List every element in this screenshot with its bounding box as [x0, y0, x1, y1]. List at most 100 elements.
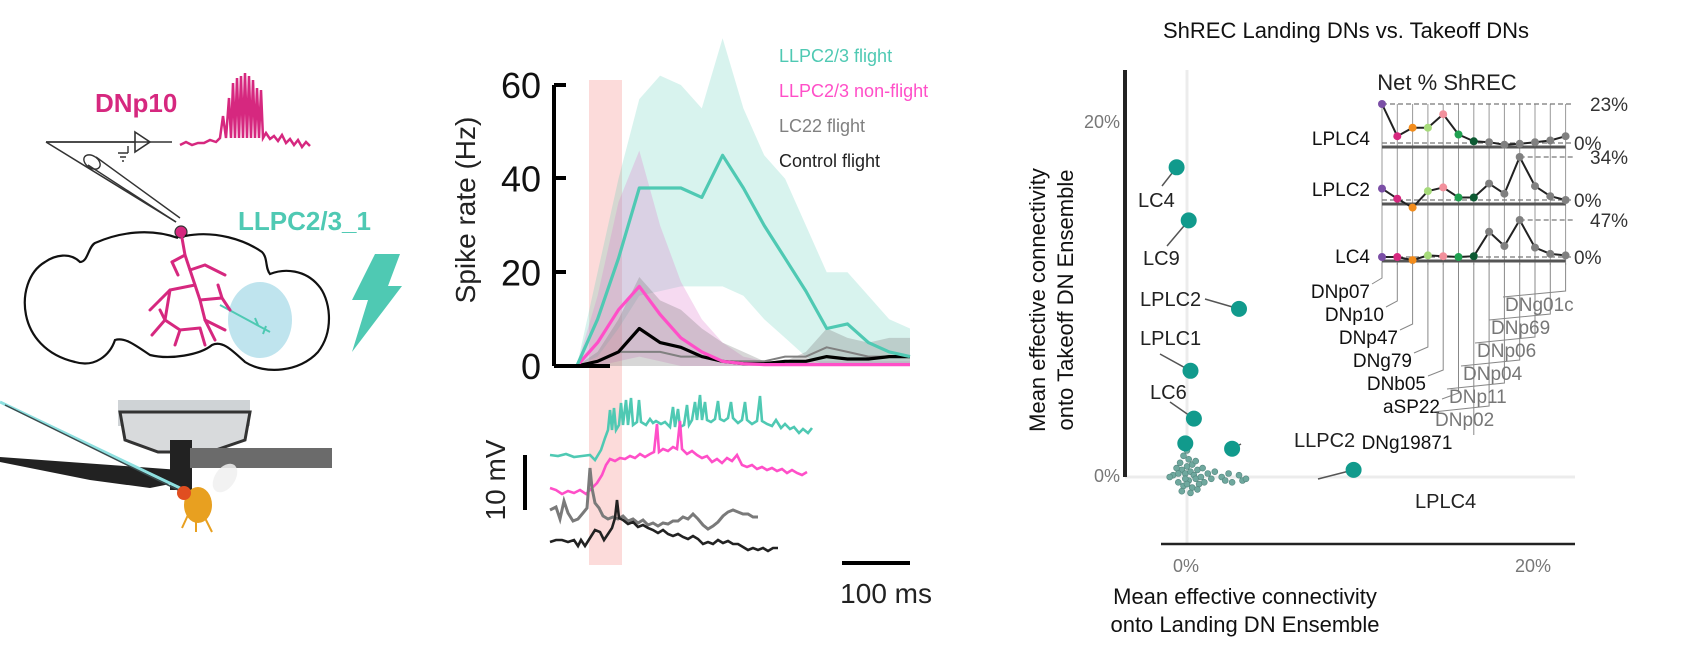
lightning-bolt-icon: [352, 254, 402, 352]
dn-label: DNg79: [1353, 351, 1412, 372]
small-point: [1204, 470, 1212, 477]
row-point: [1408, 256, 1417, 265]
row-point: [1469, 193, 1478, 202]
small-point: [1185, 455, 1192, 463]
inset-row-lplc2: LPLC2 34% 0%: [1312, 148, 1628, 212]
dn-label: DNp06: [1477, 341, 1536, 362]
row-point: [1378, 253, 1386, 261]
trace-llpc-flight: [549, 394, 814, 463]
small-point: [1175, 478, 1182, 486]
row-max-label: 47%: [1590, 211, 1628, 232]
y-tick-20: 20%: [1084, 112, 1120, 132]
small-point: [1183, 480, 1191, 488]
row-point: [1561, 251, 1570, 260]
trace-llpc-nonflight: [549, 420, 808, 496]
point-label: LPLC1: [1140, 328, 1201, 350]
dn-label: DNp07: [1311, 282, 1370, 303]
amplifier-icon: [45, 130, 177, 223]
row-point: [1393, 253, 1402, 261]
y-axis: [552, 83, 610, 368]
row-point: [1393, 194, 1402, 203]
scatter-x-label-line1: Mean effective connectivity: [1113, 584, 1377, 609]
series-line-0: [556, 153, 911, 368]
small-point: [1175, 470, 1182, 477]
confidence-bands: [556, 38, 910, 366]
dn-label: DNp10: [1325, 305, 1384, 326]
legend-entry: LLPC2/3 flight: [779, 46, 892, 66]
small-point: [1201, 478, 1208, 486]
labeled-point: [1182, 362, 1199, 379]
row-label: LPLC4: [1312, 129, 1371, 150]
row-point: [1439, 183, 1448, 192]
membrane-traces: 10 mV 100 ms: [480, 394, 932, 609]
dn-leader-line: [1441, 263, 1459, 400]
dn-label: aSP22: [1383, 397, 1440, 418]
row-zero-label: 0%: [1574, 134, 1602, 155]
dn-leader-line: [1488, 263, 1551, 321]
band-1: [556, 150, 910, 366]
scatter-y-label-line2: onto Takeoff DN Ensemble: [1053, 170, 1078, 431]
y-tick-0: 0%: [1094, 466, 1120, 486]
unlabeled-points: [1166, 447, 1250, 497]
inset-row-lc4: LC4 47% 0%: [1335, 211, 1628, 269]
ground-icon: [118, 146, 129, 162]
row-point: [1469, 252, 1478, 261]
trace-control-flight: [549, 499, 778, 553]
dn-label: DNp02: [1435, 410, 1494, 431]
small-point: [1199, 464, 1206, 472]
legend-entry: LC22 flight: [779, 116, 865, 136]
small-point: [1180, 452, 1187, 460]
x-tick-20: 20%: [1515, 556, 1551, 576]
shrec-scatter-chart: ShREC Landing DNs vs. Takeoff DNs 20% 0%…: [1025, 18, 1575, 637]
row-point: [1500, 140, 1509, 149]
point-label: LC9: [1143, 248, 1180, 270]
row-zero-label: 0%: [1574, 191, 1602, 212]
dn-leader-line: [1432, 263, 1490, 413]
row-point: [1454, 130, 1463, 139]
brain-outline-icon: [23, 231, 331, 371]
legend: LLPC2/3 flight LLPC2/3 non-flight LC22 fli…: [779, 46, 928, 171]
row-point: [1561, 196, 1570, 204]
lobula-plate-region: [228, 282, 292, 358]
fly-icon: [184, 487, 212, 523]
dn-leader-line: [1385, 263, 1398, 308]
row-point: [1500, 189, 1509, 198]
row-point: [1546, 136, 1555, 145]
dn-leader-line: [1371, 263, 1383, 285]
row-point: [1454, 253, 1463, 261]
dn-label: DNp04: [1463, 364, 1523, 385]
row-point: [1500, 242, 1509, 250]
dn-leader-line: [1427, 263, 1444, 377]
row-point: [1515, 139, 1524, 148]
row-point: [1423, 187, 1432, 196]
legend-entry: LLPC2/3 non-flight: [779, 81, 928, 101]
labeled-point: [1185, 410, 1202, 427]
y-tick-label: 0: [521, 346, 541, 387]
small-point: [1176, 459, 1184, 467]
scatter-y-label-line1: Mean effective connectivity: [1025, 168, 1050, 432]
voltage-scale-label: 10 mV: [480, 439, 511, 520]
point-label: LPLC4: [1415, 491, 1476, 513]
small-point: [1235, 471, 1243, 479]
small-point: [1221, 477, 1229, 484]
dn-leader-line: [1502, 263, 1567, 298]
y-tick-label: 20: [501, 252, 541, 293]
x-tick-0: 0%: [1173, 556, 1199, 576]
dn-label: DNp69: [1491, 318, 1550, 339]
row-point: [1408, 123, 1417, 132]
row-point: [1546, 192, 1555, 201]
labeled-point: [1180, 212, 1197, 229]
point-label: LC6: [1150, 382, 1187, 404]
y-tick-labels: 0 20 40 60: [501, 65, 541, 387]
small-point: [1178, 487, 1186, 495]
small-point: [1192, 457, 1199, 465]
row-point: [1439, 110, 1448, 119]
scatter-title: ShREC Landing DNs vs. Takeoff DNs: [1163, 18, 1529, 43]
small-point: [1211, 468, 1219, 476]
row-point: [1531, 182, 1539, 191]
row-label: LPLC2: [1312, 180, 1370, 201]
row-label: LC4: [1335, 247, 1370, 268]
dn-label: DNg19871: [1362, 433, 1453, 454]
dnp10-arbor: [148, 236, 232, 347]
